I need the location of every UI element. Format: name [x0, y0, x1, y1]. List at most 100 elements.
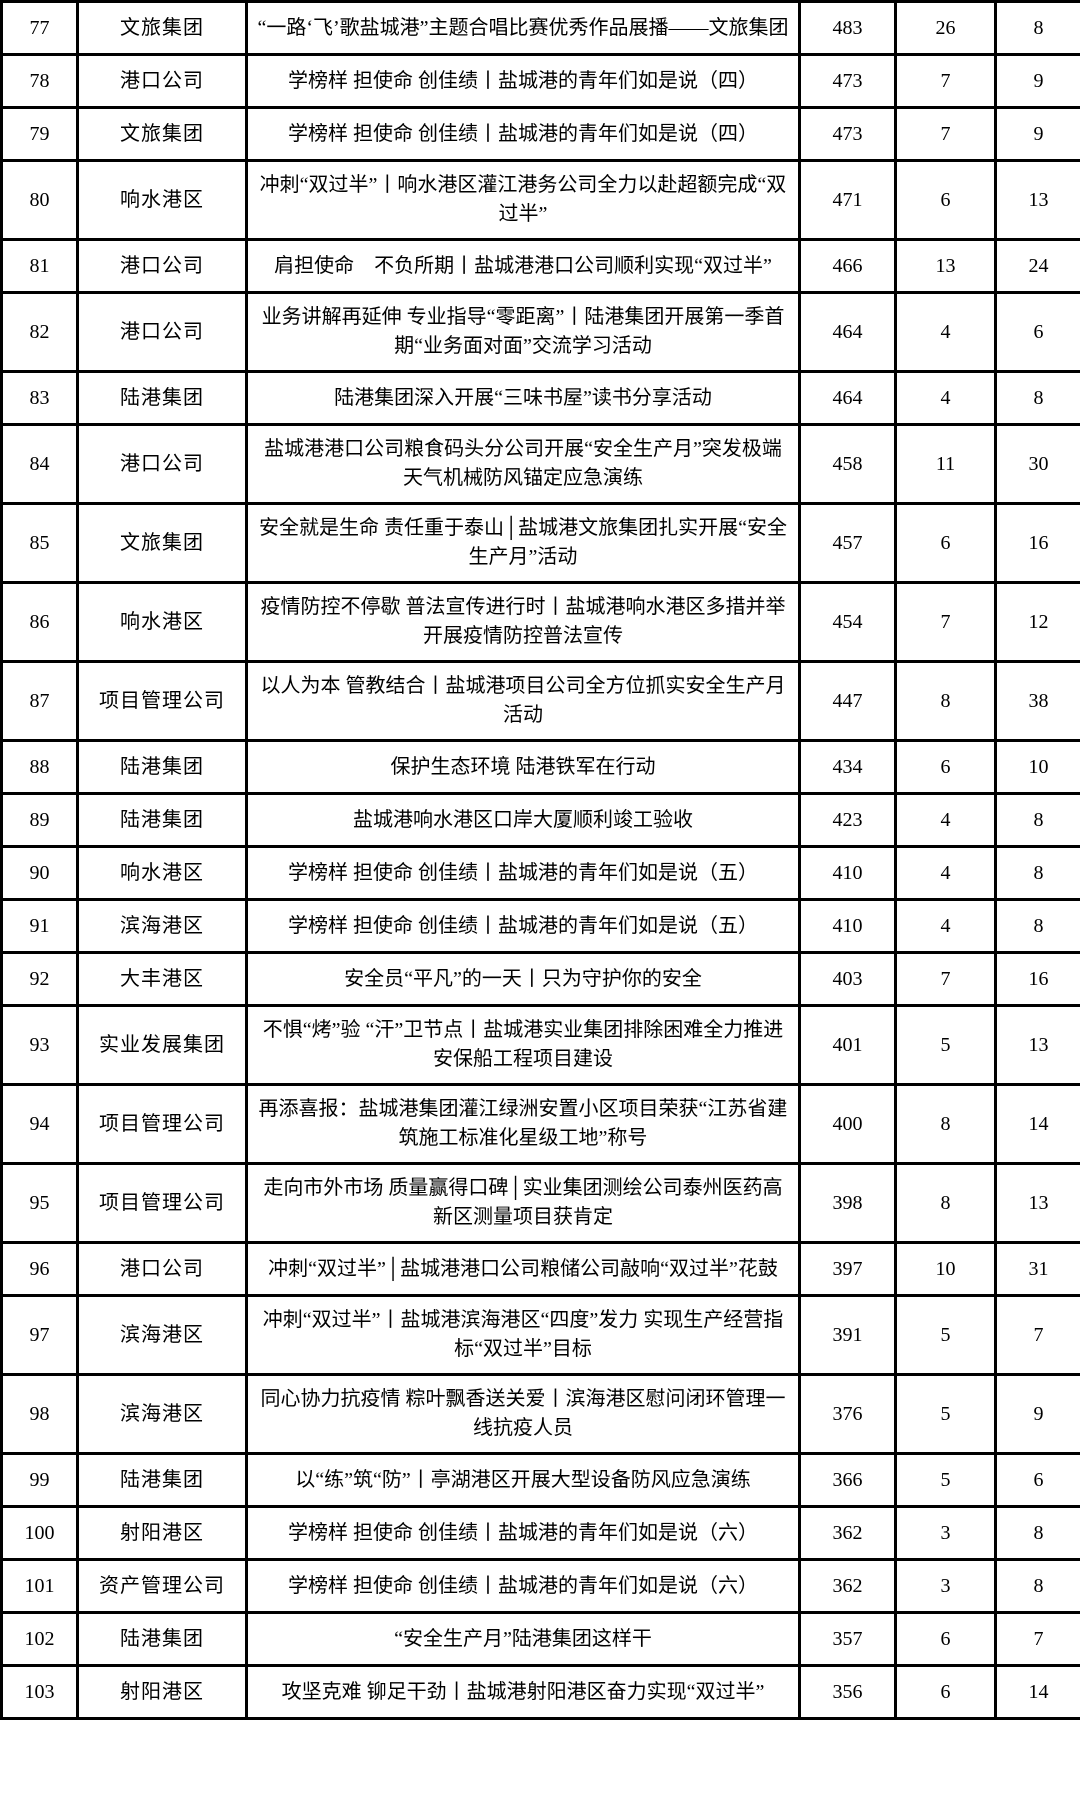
title-cell: 疫情防控不停歇 普法宣传进行时丨盐城港响水港区多措并举开展疫情防控普法宣传 [245, 581, 801, 663]
title-cell: 以“练”筑“防”丨亭湖港区开展大型设备防风应急演练 [245, 1452, 801, 1508]
org-cell: 射阳港区 [76, 1664, 248, 1720]
count1-cell: 464 [798, 370, 897, 426]
rank-cell: 86 [0, 581, 79, 663]
org-cell: 文旅集团 [76, 106, 248, 162]
title-cell: 保护生态环境 陆港铁军在行动 [245, 739, 801, 795]
rank-cell: 78 [0, 53, 79, 109]
count1-cell: 400 [798, 1083, 897, 1165]
count2-cell: 8 [894, 660, 997, 742]
title-cell: 盐城港港口公司粮食码头分公司开展“安全生产月”突发极端天气机械防风锚定应急演练 [245, 423, 801, 505]
title-cell: 学榜样 担使命 创佳绩丨盐城港的青年们如是说（五） [245, 898, 801, 954]
org-cell: 文旅集团 [76, 502, 248, 584]
count1-cell: 356 [798, 1664, 897, 1720]
table-row: 79 文旅集团 学榜样 担使命 创佳绩丨盐城港的青年们如是说（四） 473 7 … [0, 106, 1080, 162]
org-cell: 项目管理公司 [76, 660, 248, 742]
count3-cell: 8 [994, 1505, 1080, 1561]
org-cell: 陆港集团 [76, 370, 248, 426]
table-row: 84 港口公司 盐城港港口公司粮食码头分公司开展“安全生产月”突发极端天气机械防… [0, 423, 1080, 505]
title-cell: 冲刺“双过半”丨盐城港滨海港区“四度”发力 实现生产经营指标“双过半”目标 [245, 1294, 801, 1376]
table-row: 97 滨海港区 冲刺“双过半”丨盐城港滨海港区“四度”发力 实现生产经营指标“双… [0, 1294, 1080, 1376]
count3-cell: 31 [994, 1241, 1080, 1297]
count2-cell: 11 [894, 423, 997, 505]
title-cell: “一路‘飞’歌盐城港”主题合唱比赛优秀作品展播——文旅集团 [245, 0, 801, 56]
count3-cell: 7 [994, 1611, 1080, 1667]
org-cell: 港口公司 [76, 53, 248, 109]
count2-cell: 26 [894, 0, 997, 56]
title-cell: 肩担使命 不负所期丨盐城港港口公司顺利实现“双过半” [245, 238, 801, 294]
rank-cell: 83 [0, 370, 79, 426]
count1-cell: 464 [798, 291, 897, 373]
count1-cell: 423 [798, 792, 897, 848]
count1-cell: 473 [798, 106, 897, 162]
count1-cell: 357 [798, 1611, 897, 1667]
org-cell: 项目管理公司 [76, 1083, 248, 1165]
count3-cell: 14 [994, 1083, 1080, 1165]
org-cell: 响水港区 [76, 581, 248, 663]
count1-cell: 458 [798, 423, 897, 505]
table-row: 92 大丰港区 安全员“平凡”的一天丨只为守护你的安全 403 7 16 [0, 951, 1080, 1007]
title-cell: 盐城港响水港区口岸大厦顺利竣工验收 [245, 792, 801, 848]
rank-cell: 79 [0, 106, 79, 162]
count1-cell: 473 [798, 53, 897, 109]
title-cell: 走向市外市场 质量赢得口碑│实业集团测绘公司泰州医药高新区测量项目获肯定 [245, 1162, 801, 1244]
table-row: 82 港口公司 业务讲解再延伸 专业指导“零距离”丨陆港集团开展第一季首期“业务… [0, 291, 1080, 373]
org-cell: 项目管理公司 [76, 1162, 248, 1244]
count3-cell: 13 [994, 159, 1080, 241]
title-cell: 学榜样 担使命 创佳绩丨盐城港的青年们如是说（四） [245, 106, 801, 162]
count1-cell: 447 [798, 660, 897, 742]
rank-cell: 96 [0, 1241, 79, 1297]
count2-cell: 7 [894, 53, 997, 109]
count3-cell: 8 [994, 370, 1080, 426]
org-cell: 港口公司 [76, 1241, 248, 1297]
org-cell: 港口公司 [76, 423, 248, 505]
org-cell: 响水港区 [76, 159, 248, 241]
rank-cell: 84 [0, 423, 79, 505]
org-cell: 陆港集团 [76, 792, 248, 848]
count2-cell: 4 [894, 898, 997, 954]
title-cell: “安全生产月”陆港集团这样干 [245, 1611, 801, 1667]
table-row: 100 射阳港区 学榜样 担使命 创佳绩丨盐城港的青年们如是说（六） 362 3… [0, 1505, 1080, 1561]
title-cell: 安全就是生命 责任重于泰山│盐城港文旅集团扎实开展“安全生产月”活动 [245, 502, 801, 584]
count3-cell: 9 [994, 106, 1080, 162]
table-row: 88 陆港集团 保护生态环境 陆港铁军在行动 434 6 10 [0, 739, 1080, 795]
count1-cell: 471 [798, 159, 897, 241]
count3-cell: 16 [994, 951, 1080, 1007]
count3-cell: 30 [994, 423, 1080, 505]
count1-cell: 397 [798, 1241, 897, 1297]
count2-cell: 7 [894, 106, 997, 162]
rank-cell: 100 [0, 1505, 79, 1561]
org-cell: 陆港集团 [76, 1611, 248, 1667]
count2-cell: 8 [894, 1083, 997, 1165]
rank-cell: 94 [0, 1083, 79, 1165]
table-row: 93 实业发展集团 不惧“烤”验 “汗”卫节点丨盐城港实业集团排除困难全力推进安… [0, 1004, 1080, 1086]
count2-cell: 5 [894, 1294, 997, 1376]
table-row: 81 港口公司 肩担使命 不负所期丨盐城港港口公司顺利实现“双过半” 466 1… [0, 238, 1080, 294]
rank-cell: 88 [0, 739, 79, 795]
rank-cell: 101 [0, 1558, 79, 1614]
count2-cell: 4 [894, 370, 997, 426]
count2-cell: 3 [894, 1558, 997, 1614]
count3-cell: 8 [994, 0, 1080, 56]
title-cell: 再添喜报：盐城港集团灌江绿洲安置小区项目荣获“江苏省建筑施工标准化星级工地”称号 [245, 1083, 801, 1165]
count1-cell: 410 [798, 898, 897, 954]
rank-cell: 80 [0, 159, 79, 241]
count1-cell: 483 [798, 0, 897, 56]
table-body: 77 文旅集团 “一路‘飞’歌盐城港”主题合唱比赛优秀作品展播——文旅集团 48… [0, 0, 1080, 1720]
org-cell: 文旅集团 [76, 0, 248, 56]
count1-cell: 410 [798, 845, 897, 901]
count1-cell: 366 [798, 1452, 897, 1508]
count1-cell: 454 [798, 581, 897, 663]
rank-cell: 95 [0, 1162, 79, 1244]
org-cell: 滨海港区 [76, 1373, 248, 1455]
table-row: 95 项目管理公司 走向市外市场 质量赢得口碑│实业集团测绘公司泰州医药高新区测… [0, 1162, 1080, 1244]
ranking-table: 77 文旅集团 “一路‘飞’歌盐城港”主题合唱比赛优秀作品展播——文旅集团 48… [0, 0, 1080, 1720]
table-row: 91 滨海港区 学榜样 担使命 创佳绩丨盐城港的青年们如是说（五） 410 4 … [0, 898, 1080, 954]
rank-cell: 82 [0, 291, 79, 373]
org-cell: 大丰港区 [76, 951, 248, 1007]
table-row: 103 射阳港区 攻坚克难 铆足干劲丨盐城港射阳港区奋力实现“双过半” 356 … [0, 1664, 1080, 1720]
title-cell: 以人为本 管教结合丨盐城港项目公司全方位抓实安全生产月活动 [245, 660, 801, 742]
count3-cell: 10 [994, 739, 1080, 795]
title-cell: 学榜样 担使命 创佳绩丨盐城港的青年们如是说（四） [245, 53, 801, 109]
count2-cell: 13 [894, 238, 997, 294]
table-row: 96 港口公司 冲刺“双过半”│盐城港港口公司粮储公司敲响“双过半”花鼓 397… [0, 1241, 1080, 1297]
